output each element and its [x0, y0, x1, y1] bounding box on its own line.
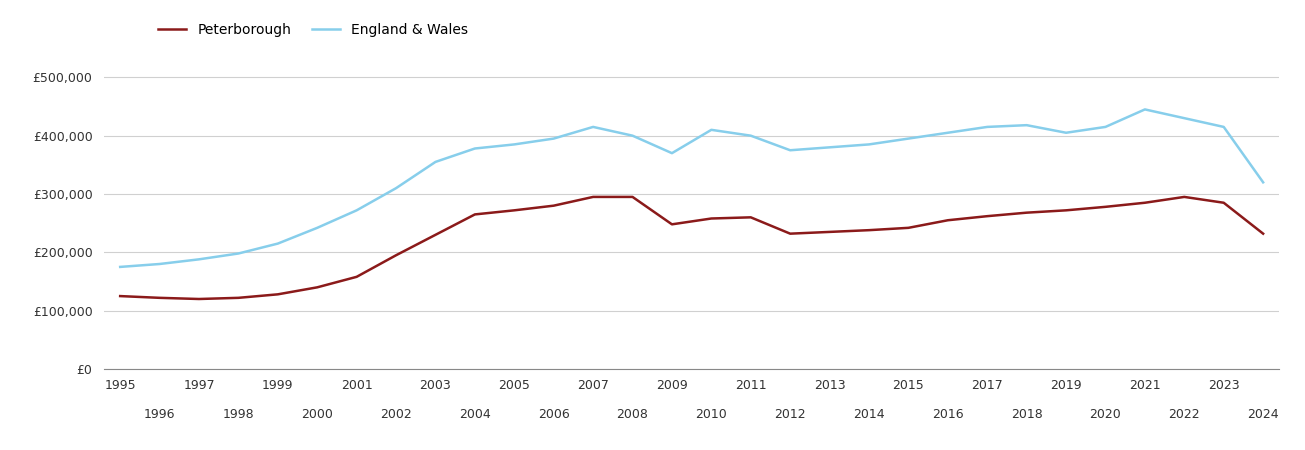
Text: 2020: 2020: [1090, 408, 1121, 421]
Peterborough: [625, 194, 641, 200]
Text: 2022: 2022: [1168, 408, 1201, 421]
England & Wales: [506, 142, 522, 147]
England & Wales: [348, 207, 364, 213]
England & Wales: [822, 144, 838, 150]
England & Wales: [545, 136, 561, 141]
Legend: Peterborough, England & Wales: Peterborough, England & Wales: [158, 23, 467, 37]
Text: 2018: 2018: [1011, 408, 1043, 421]
Line: Peterborough: Peterborough: [120, 197, 1263, 299]
England & Wales: [1058, 130, 1074, 135]
Peterborough: [1255, 231, 1271, 236]
England & Wales: [388, 185, 403, 191]
Peterborough: [1137, 200, 1152, 206]
Text: 2002: 2002: [380, 408, 412, 421]
Peterborough: [231, 295, 247, 301]
Text: 2012: 2012: [774, 408, 806, 421]
England & Wales: [151, 261, 167, 267]
Text: 2008: 2008: [616, 408, 649, 421]
Peterborough: [191, 296, 206, 302]
England & Wales: [1098, 124, 1113, 130]
England & Wales: [428, 159, 444, 165]
Text: 2016: 2016: [932, 408, 963, 421]
Peterborough: [467, 212, 483, 217]
Text: 2010: 2010: [696, 408, 727, 421]
Peterborough: [1098, 204, 1113, 210]
England & Wales: [112, 264, 128, 270]
Peterborough: [822, 229, 838, 234]
Peterborough: [585, 194, 600, 200]
Peterborough: [112, 293, 128, 299]
Peterborough: [151, 295, 167, 301]
England & Wales: [309, 225, 325, 230]
Text: 2024: 2024: [1248, 408, 1279, 421]
England & Wales: [270, 241, 286, 246]
Peterborough: [1058, 207, 1074, 213]
England & Wales: [743, 133, 758, 138]
Peterborough: [309, 285, 325, 290]
Peterborough: [506, 207, 522, 213]
England & Wales: [900, 136, 916, 141]
England & Wales: [585, 124, 600, 130]
England & Wales: [783, 148, 799, 153]
Text: 2000: 2000: [301, 408, 333, 421]
Peterborough: [1019, 210, 1035, 216]
Line: England & Wales: England & Wales: [120, 109, 1263, 267]
England & Wales: [980, 124, 996, 130]
England & Wales: [231, 251, 247, 256]
Text: 2006: 2006: [538, 408, 569, 421]
England & Wales: [664, 150, 680, 156]
Peterborough: [428, 232, 444, 238]
England & Wales: [1255, 180, 1271, 185]
Peterborough: [1177, 194, 1193, 200]
Peterborough: [980, 213, 996, 219]
England & Wales: [861, 142, 877, 147]
Peterborough: [703, 216, 719, 221]
Peterborough: [940, 217, 955, 223]
Peterborough: [545, 203, 561, 208]
England & Wales: [1137, 107, 1152, 112]
Text: 2014: 2014: [853, 408, 885, 421]
Peterborough: [348, 274, 364, 279]
Peterborough: [664, 222, 680, 227]
Peterborough: [743, 215, 758, 220]
Peterborough: [1216, 200, 1232, 206]
Text: 1998: 1998: [223, 408, 254, 421]
England & Wales: [467, 146, 483, 151]
England & Wales: [625, 133, 641, 138]
Peterborough: [783, 231, 799, 236]
England & Wales: [191, 256, 206, 262]
England & Wales: [1216, 124, 1232, 130]
England & Wales: [1177, 116, 1193, 121]
Peterborough: [388, 252, 403, 258]
Peterborough: [270, 292, 286, 297]
England & Wales: [703, 127, 719, 133]
Peterborough: [861, 227, 877, 233]
Text: 1996: 1996: [144, 408, 175, 421]
England & Wales: [1019, 122, 1035, 128]
Text: 2004: 2004: [459, 408, 491, 421]
Peterborough: [900, 225, 916, 230]
England & Wales: [940, 130, 955, 135]
